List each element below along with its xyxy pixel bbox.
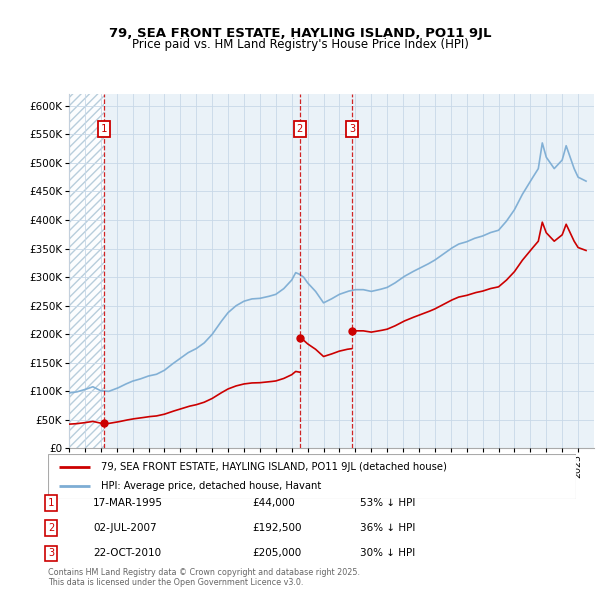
Text: Contains HM Land Registry data © Crown copyright and database right 2025.
This d: Contains HM Land Registry data © Crown c…	[48, 568, 360, 587]
Text: 1: 1	[101, 124, 107, 134]
Text: HPI: Average price, detached house, Havant: HPI: Average price, detached house, Hava…	[101, 481, 321, 491]
Text: 53% ↓ HPI: 53% ↓ HPI	[360, 498, 415, 507]
Text: 2: 2	[296, 124, 303, 134]
Text: 30% ↓ HPI: 30% ↓ HPI	[360, 549, 415, 558]
Text: 79, SEA FRONT ESTATE, HAYLING ISLAND, PO11 9JL: 79, SEA FRONT ESTATE, HAYLING ISLAND, PO…	[109, 27, 491, 40]
Text: £192,500: £192,500	[252, 523, 302, 533]
Text: 79, SEA FRONT ESTATE, HAYLING ISLAND, PO11 9JL (detached house): 79, SEA FRONT ESTATE, HAYLING ISLAND, PO…	[101, 462, 446, 471]
Text: £205,000: £205,000	[252, 549, 301, 558]
Text: Price paid vs. HM Land Registry's House Price Index (HPI): Price paid vs. HM Land Registry's House …	[131, 38, 469, 51]
Text: 2: 2	[48, 523, 54, 533]
Text: 1: 1	[48, 498, 54, 507]
Text: 36% ↓ HPI: 36% ↓ HPI	[360, 523, 415, 533]
Text: 3: 3	[48, 549, 54, 558]
Text: £44,000: £44,000	[252, 498, 295, 507]
Text: 3: 3	[349, 124, 355, 134]
Text: 02-JUL-2007: 02-JUL-2007	[93, 523, 157, 533]
Text: 17-MAR-1995: 17-MAR-1995	[93, 498, 163, 507]
Text: 22-OCT-2010: 22-OCT-2010	[93, 549, 161, 558]
Bar	[69, 94, 104, 448]
